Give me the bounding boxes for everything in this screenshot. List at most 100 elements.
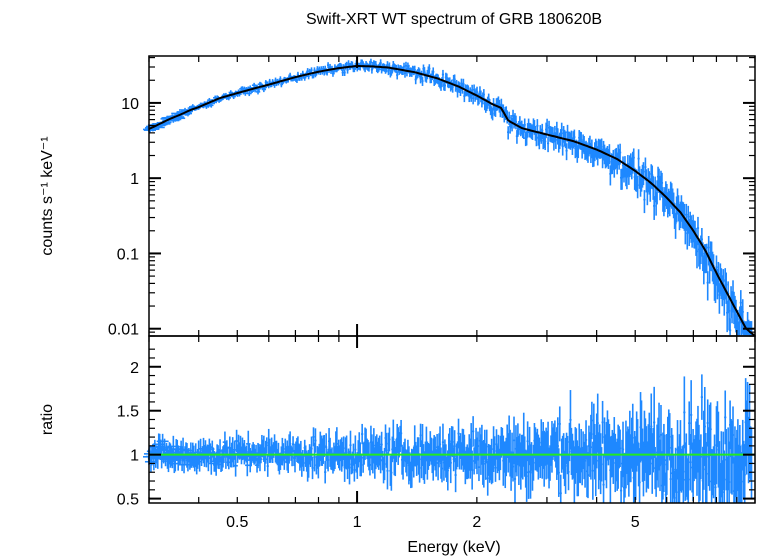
ratio-data-point [682,444,685,503]
ratio-data-point [706,399,709,447]
ratio-data-point [471,450,474,490]
ratio-data-point [482,439,485,488]
y-tick-label: 2 [130,360,139,377]
ratio-data-point [600,447,603,482]
ratio-axis-ticks [148,336,756,503]
ratio-data-point [360,453,363,477]
spectrum-data-point [625,167,629,190]
ratio-data-point [591,441,594,500]
x-tick-label: 1 [353,514,362,531]
ratio-data-point [596,393,599,453]
ratio-data-point [403,438,407,462]
ratio-data-point [454,457,457,493]
spectrum-data-point [554,132,557,149]
ratio-data-point [589,414,593,480]
ratio-data-point [361,423,364,445]
ratio-data-point [494,453,497,482]
ratio-data-point [156,433,169,449]
spectrum-data-point [642,162,645,186]
ratio-data-point [512,416,516,465]
spectrum-data-point [535,131,538,147]
ratio-data-point [619,470,623,503]
ratio-data-point [525,450,528,502]
ratio-data-point [312,427,315,447]
ratio-data-point [342,436,345,461]
spectrum-data-point [508,111,511,125]
spectrum-data-point [443,80,447,91]
spectrum-data-point [728,318,732,336]
ratio-plot-frame [148,335,756,504]
spectrum-data-point [326,62,330,69]
ratio-data-point [709,402,712,457]
ratio-data-point [559,474,562,503]
ratio-data-point [683,376,686,449]
ratio-data-point [728,441,731,503]
ratio-y-axis-label: ratio [39,404,56,435]
ratio-data-point [451,426,454,458]
ratio-data-point [449,442,452,484]
spectrum-data-point [700,228,703,257]
spectrum-data-point [544,134,547,151]
ratio-data-point [658,439,662,492]
spectrum-data-point [453,74,456,86]
ratio-data-point [440,454,444,483]
spectrum-data-point [560,122,563,140]
ratio-data-point [723,450,726,503]
spectrum-data-point [428,64,431,74]
x-tick-label: 5 [631,514,640,531]
ratio-data-point [493,436,496,466]
ratio-data-point [383,447,386,481]
spectrum-data-point [310,67,313,74]
ratio-data-point [721,460,724,503]
spectrum-data-point [306,68,309,74]
spectrum-data-point [643,190,646,214]
y-tick-label: 1.5 [117,404,139,421]
spectrum-data-point [636,175,639,199]
ratio-data-point [584,420,588,460]
spectrum-data-point [414,75,417,85]
ratio-data-point [290,447,294,467]
spectrum-data-point [600,138,603,158]
ratio-data-point [583,433,587,488]
ratio-data-point [472,416,475,447]
ratio-data-points [143,374,753,503]
spectrum-data-point [573,129,576,147]
ratio-data-point [438,426,442,463]
ratio-data-point [513,454,517,503]
spectrum-data-point [538,134,541,150]
y-tick-label: 0.5 [117,492,139,509]
spectrum-data-point [341,69,344,76]
spectrum-data-point [685,203,688,231]
ratio-data-point [392,419,395,459]
ratio-data-point [750,427,753,499]
ratio-data-point [675,469,678,503]
ratio-data-point [372,428,375,463]
ratio-data-point [289,431,292,457]
ratio-data-point [564,437,567,494]
spectrum-model-line [148,65,756,337]
ratio-data-point [532,444,535,481]
spectrum-data-point [546,136,550,153]
ratio-data-point [703,386,706,467]
spectrum-data-point [637,149,640,172]
ratio-data-point [399,419,403,447]
ratio-data-point [311,456,314,480]
ratio-data-point [313,442,316,472]
spectrum-data-point [440,77,444,88]
ratio-data-point [348,450,351,485]
ratio-data-point [457,418,460,449]
spectrum-data-point [370,66,373,74]
ratio-data-point [657,402,661,471]
spectrum-data-point [705,243,708,273]
y-tick-label: 0.1 [117,246,139,263]
ratio-data-point [209,452,214,475]
spectrum-data-point [674,212,677,239]
spectrum-data-point [388,62,391,71]
ratio-data-point [453,430,456,463]
ratio-data-point [323,434,326,457]
ratio-data-point [638,448,641,503]
ratio-data-point [740,452,743,503]
spectrum-data-point [565,143,568,161]
spectrum-panel: 0.01 0.1 1 10 counts s⁻¹ keV⁻¹ [39,55,756,339]
